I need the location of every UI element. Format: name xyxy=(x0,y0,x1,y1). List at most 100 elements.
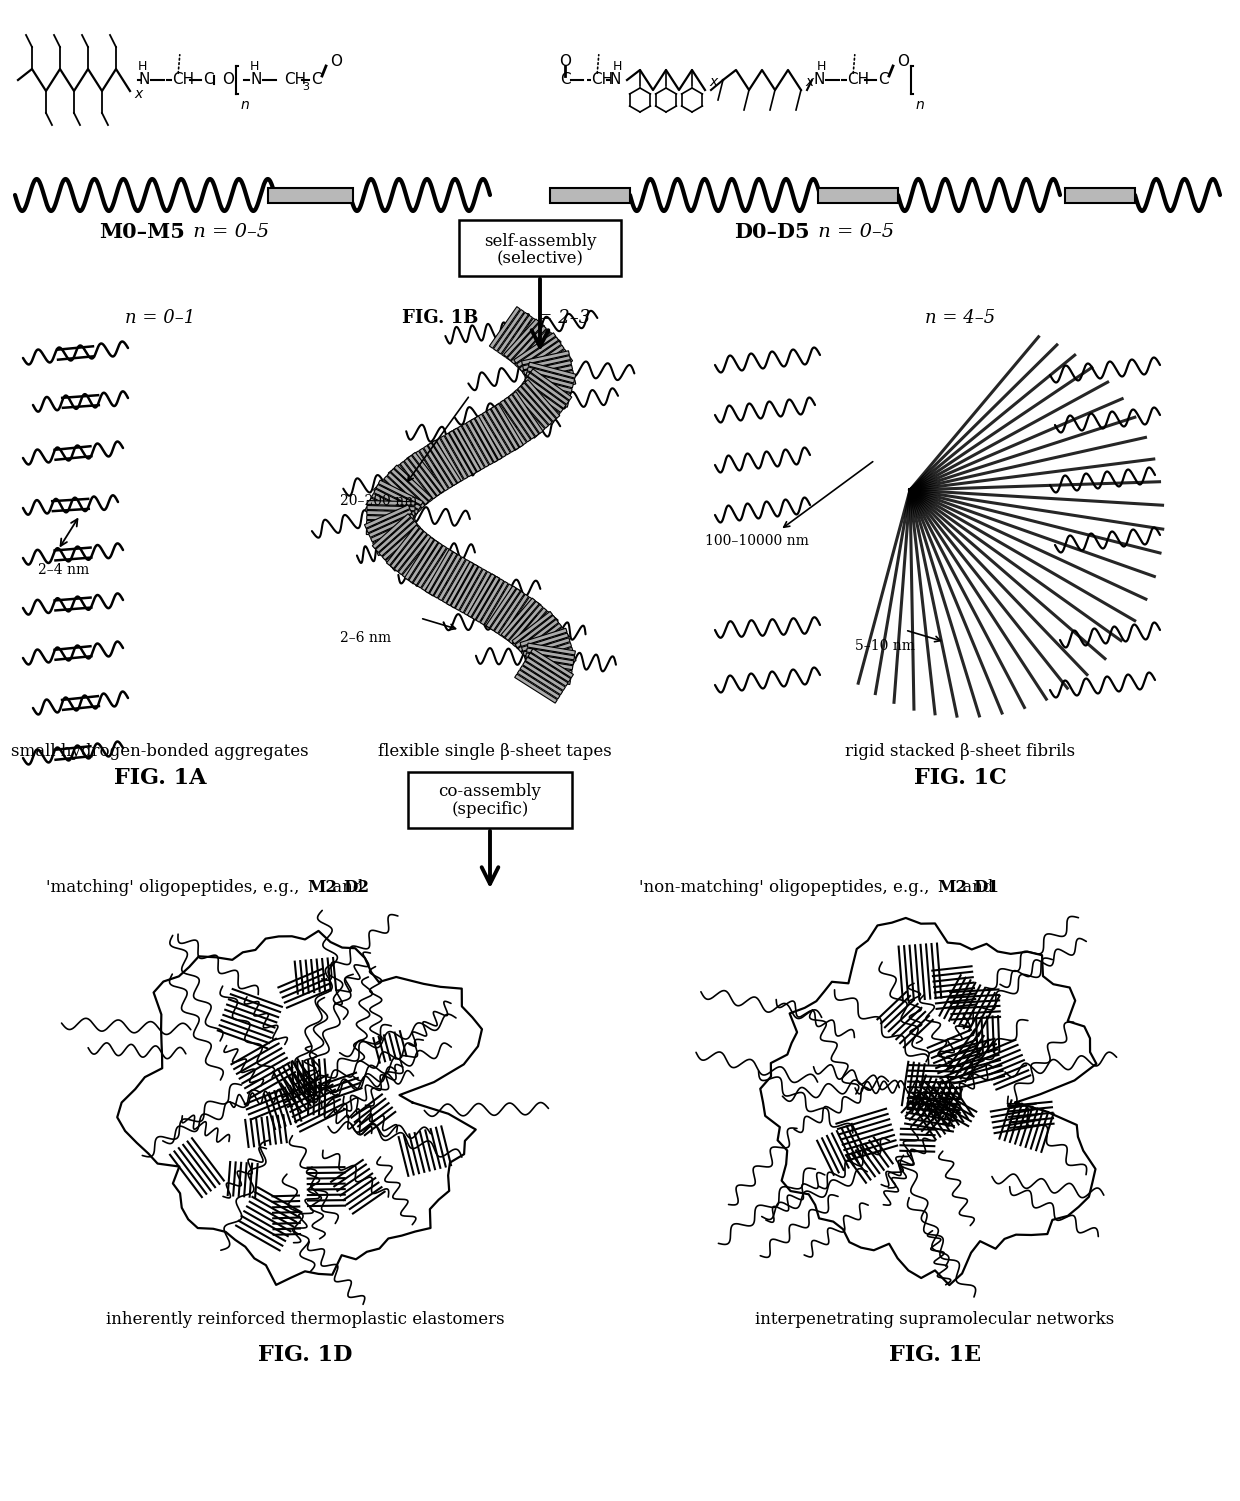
Polygon shape xyxy=(512,611,553,644)
Polygon shape xyxy=(520,341,562,371)
Polygon shape xyxy=(413,543,443,585)
Polygon shape xyxy=(528,372,569,404)
Text: D0–D5: D0–D5 xyxy=(734,222,810,242)
Text: H: H xyxy=(816,60,826,72)
Polygon shape xyxy=(531,648,573,678)
Polygon shape xyxy=(515,674,557,702)
Polygon shape xyxy=(526,657,568,686)
Text: N: N xyxy=(250,72,262,87)
Polygon shape xyxy=(521,392,568,407)
Polygon shape xyxy=(497,312,528,354)
Text: n: n xyxy=(241,98,249,113)
Text: D2: D2 xyxy=(343,880,370,896)
Polygon shape xyxy=(525,350,567,380)
Polygon shape xyxy=(367,503,412,527)
Polygon shape xyxy=(410,543,443,584)
Polygon shape xyxy=(376,518,414,552)
Polygon shape xyxy=(525,642,572,660)
Polygon shape xyxy=(430,554,459,596)
Polygon shape xyxy=(449,431,476,474)
Polygon shape xyxy=(476,579,503,623)
Text: and: and xyxy=(957,880,998,896)
Polygon shape xyxy=(377,483,414,519)
Polygon shape xyxy=(502,597,533,639)
Polygon shape xyxy=(528,653,570,681)
Polygon shape xyxy=(475,416,502,459)
Text: CH: CH xyxy=(591,72,613,87)
FancyBboxPatch shape xyxy=(459,221,621,276)
Polygon shape xyxy=(522,672,570,684)
Polygon shape xyxy=(513,393,554,425)
Polygon shape xyxy=(522,386,569,402)
Polygon shape xyxy=(525,617,558,656)
Polygon shape xyxy=(379,521,418,557)
Polygon shape xyxy=(489,587,517,630)
Polygon shape xyxy=(474,417,502,459)
Polygon shape xyxy=(387,525,419,566)
Polygon shape xyxy=(378,480,423,506)
Polygon shape xyxy=(528,353,570,384)
Polygon shape xyxy=(425,551,455,593)
Polygon shape xyxy=(417,545,446,588)
Polygon shape xyxy=(525,663,572,674)
Polygon shape xyxy=(502,315,532,357)
Polygon shape xyxy=(511,602,541,644)
Polygon shape xyxy=(373,489,419,513)
Text: (selective): (selective) xyxy=(496,249,584,267)
Polygon shape xyxy=(551,188,630,203)
Polygon shape xyxy=(367,506,415,510)
Polygon shape xyxy=(410,453,440,497)
Polygon shape xyxy=(463,423,489,467)
Polygon shape xyxy=(373,486,412,522)
Polygon shape xyxy=(398,534,432,575)
Polygon shape xyxy=(446,561,474,605)
Polygon shape xyxy=(527,651,574,671)
Text: self-assembly: self-assembly xyxy=(484,233,596,249)
Polygon shape xyxy=(487,408,518,450)
Text: FIG. 1D: FIG. 1D xyxy=(258,1343,352,1366)
Polygon shape xyxy=(513,333,556,363)
Text: M0–M5: M0–M5 xyxy=(99,222,185,242)
Polygon shape xyxy=(505,602,539,641)
Polygon shape xyxy=(376,485,420,510)
Polygon shape xyxy=(386,528,424,564)
Polygon shape xyxy=(512,608,547,647)
Polygon shape xyxy=(366,530,414,536)
Polygon shape xyxy=(401,461,433,501)
Polygon shape xyxy=(502,399,537,438)
Polygon shape xyxy=(515,329,551,368)
FancyBboxPatch shape xyxy=(408,772,572,829)
Text: n = 4–5: n = 4–5 xyxy=(925,309,996,327)
Text: CH: CH xyxy=(847,72,869,87)
Polygon shape xyxy=(404,537,434,579)
Polygon shape xyxy=(1065,188,1135,203)
Polygon shape xyxy=(404,458,436,498)
Text: interpenetrating supramolecular networks: interpenetrating supramolecular networks xyxy=(755,1312,1115,1328)
Polygon shape xyxy=(516,389,557,420)
Polygon shape xyxy=(496,402,527,444)
Text: O: O xyxy=(559,54,570,69)
Text: CH: CH xyxy=(172,72,195,87)
Polygon shape xyxy=(531,635,570,668)
Polygon shape xyxy=(460,569,486,612)
Polygon shape xyxy=(492,405,522,447)
Polygon shape xyxy=(507,323,543,360)
Text: 100–10000 nm: 100–10000 nm xyxy=(706,534,808,548)
Polygon shape xyxy=(471,576,500,620)
Text: x: x xyxy=(805,75,813,89)
Polygon shape xyxy=(467,573,495,617)
Polygon shape xyxy=(367,510,415,516)
Polygon shape xyxy=(495,591,525,633)
Polygon shape xyxy=(432,440,461,483)
Polygon shape xyxy=(498,594,528,636)
Text: D1: D1 xyxy=(973,880,999,896)
Text: C: C xyxy=(878,72,888,87)
Polygon shape xyxy=(510,321,541,363)
Polygon shape xyxy=(510,393,544,431)
Polygon shape xyxy=(388,470,420,512)
Text: n = 0–5: n = 0–5 xyxy=(812,224,894,242)
Polygon shape xyxy=(516,611,551,650)
Polygon shape xyxy=(445,434,472,477)
Polygon shape xyxy=(522,351,569,365)
Text: and: and xyxy=(327,880,368,896)
